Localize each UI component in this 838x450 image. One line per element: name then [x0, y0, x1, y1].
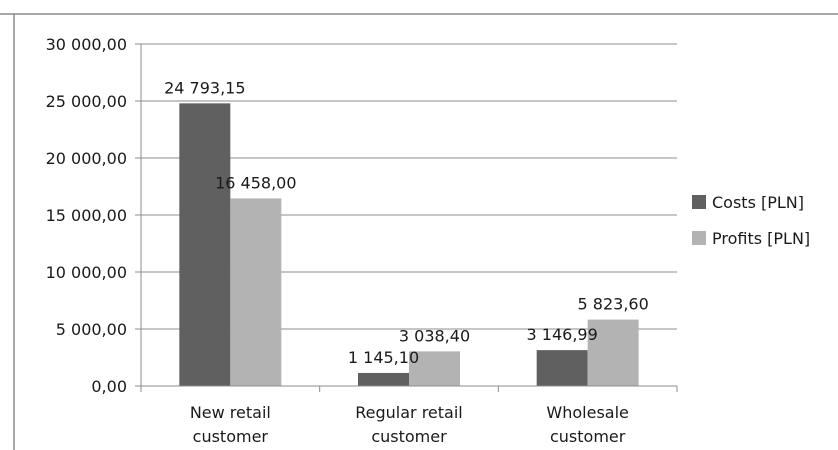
data-label: 16 458,00 [215, 173, 296, 192]
x-category-label: customer [193, 427, 269, 446]
data-labels: 24 793,15 16 458,00 1 145,10 3 038,40 3 146,… [164, 78, 649, 367]
legend-label: Profits [PLN] [712, 229, 810, 248]
legend-swatch [692, 195, 706, 209]
x-category-label: customer [550, 427, 626, 446]
axes: 0,00 5 000,00 10 000,00 15 000,00 20 000,00 2… [46, 35, 678, 446]
data-label: 1 145,10 [348, 348, 419, 367]
x-category-label: New retail [190, 403, 271, 422]
y-tick-label: 10 000,00 [46, 263, 127, 282]
x-category-label: Regular retail [355, 403, 463, 422]
x-category-label: Wholesale [546, 403, 628, 422]
y-tick-label: 0,00 [91, 377, 127, 396]
bar-costs [536, 350, 588, 386]
bar-costs [358, 372, 409, 386]
bar-costs [179, 103, 231, 386]
legend: Costs [PLN] Profits [PLN] [692, 193, 810, 248]
y-tick-label: 20 000,00 [46, 149, 127, 168]
bar-profits [409, 351, 460, 386]
data-label: 3 038,40 [399, 326, 470, 345]
y-tick-label: 5 000,00 [56, 320, 127, 339]
legend-swatch [692, 231, 706, 245]
bars [179, 103, 639, 386]
data-label: 3 146,99 [527, 325, 598, 344]
x-category-label: customer [371, 427, 447, 446]
y-tick-label: 25 000,00 [46, 92, 127, 111]
legend-label: Costs [PLN] [712, 193, 804, 212]
y-tick-label: 15 000,00 [46, 206, 127, 225]
bar-profits [230, 198, 282, 386]
data-label: 5 823,60 [578, 295, 649, 314]
bar-profits [587, 319, 639, 386]
data-label: 24 793,15 [164, 78, 245, 97]
y-tick-label: 30 000,00 [46, 35, 127, 54]
